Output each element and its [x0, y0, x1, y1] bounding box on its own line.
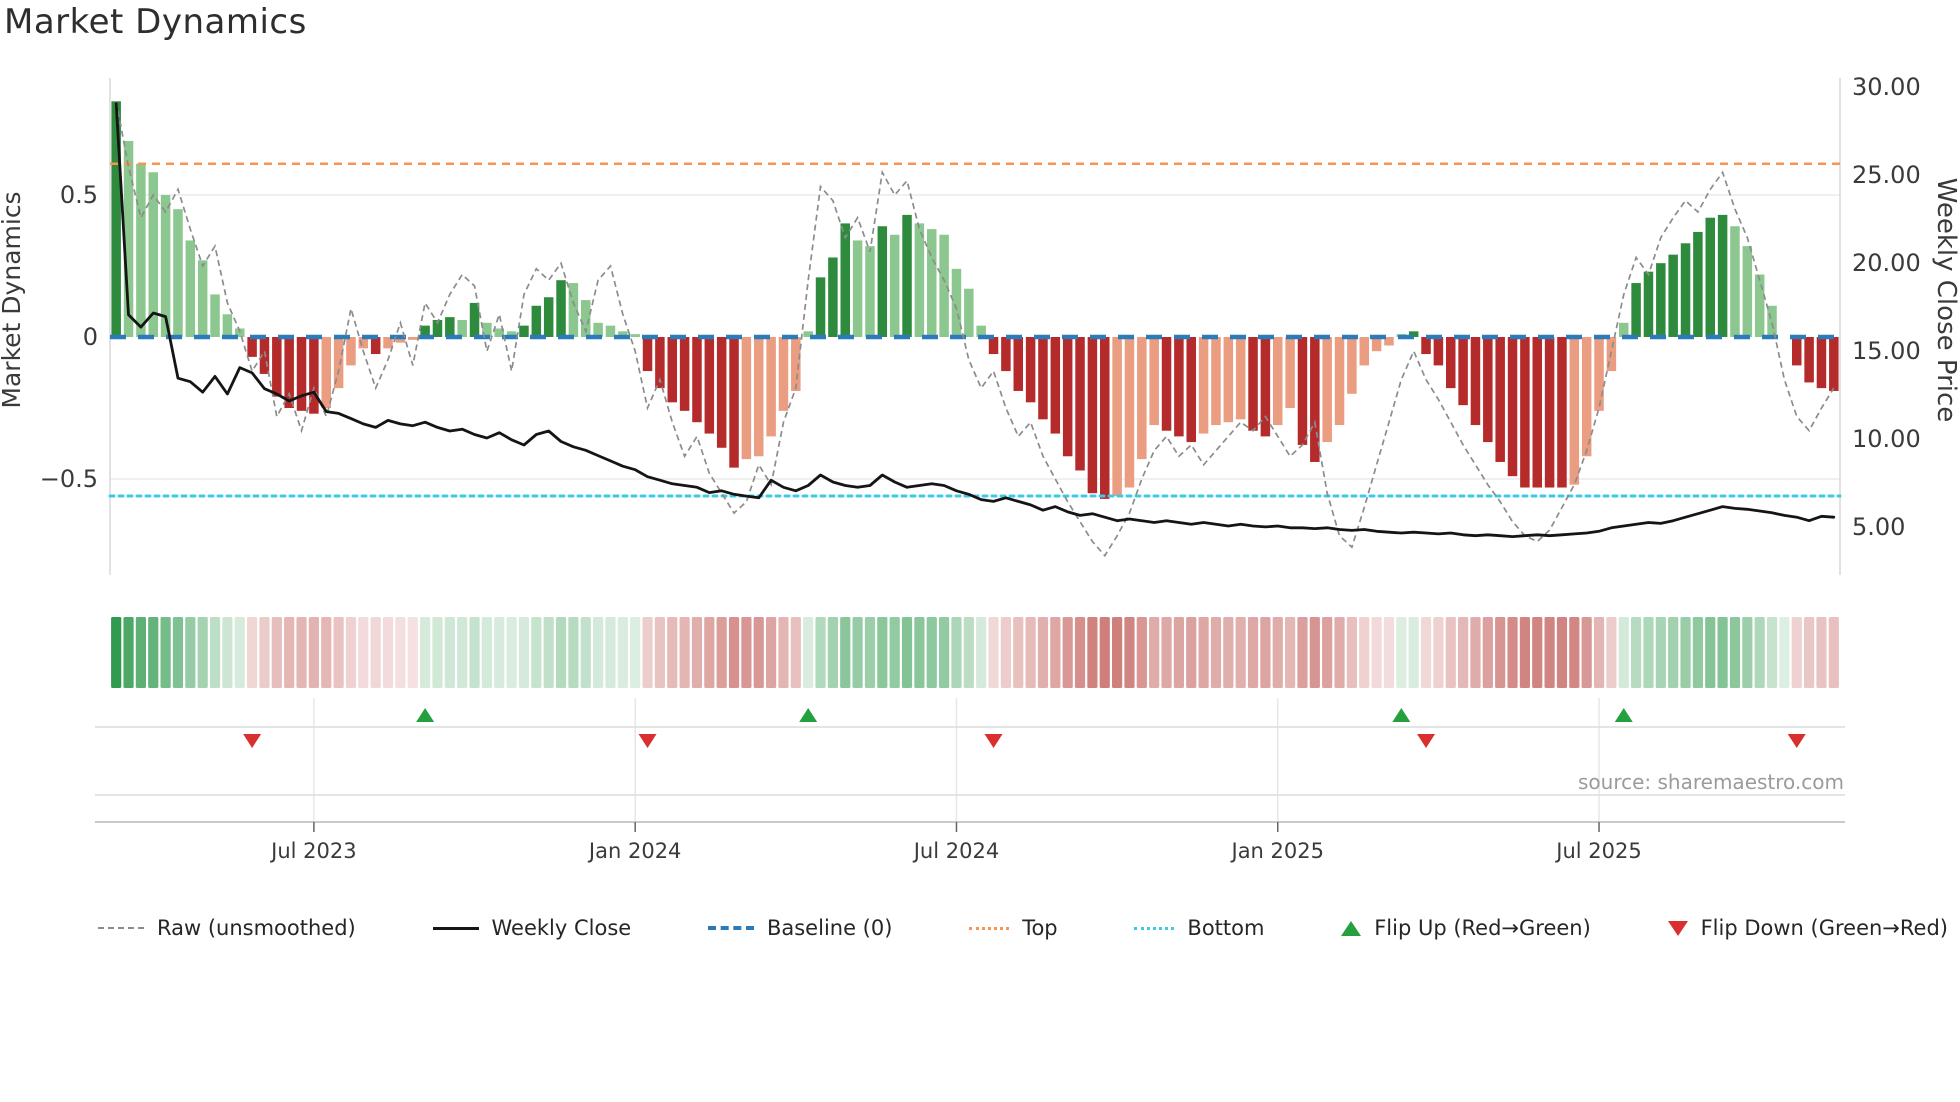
bottom-line-swatch-icon [1134, 926, 1175, 930]
legend-label-baseline: Baseline (0) [766, 916, 893, 940]
flip-down-marker [243, 734, 262, 748]
svg-text:0.5: 0.5 [60, 181, 98, 209]
legend-label-flip-down: Flip Down (Green→Red) [1700, 916, 1948, 940]
svg-text:30.00: 30.00 [1852, 73, 1921, 101]
flip-up-marker [1392, 708, 1411, 722]
flip-up-triangle-icon [1341, 920, 1362, 936]
svg-text:Jul 2025: Jul 2025 [1554, 839, 1641, 863]
page-title: Market Dynamics [4, 2, 307, 42]
top-line-swatch-icon [969, 926, 1010, 930]
svg-text:Jul 2024: Jul 2024 [912, 839, 999, 863]
svg-text:5.00: 5.00 [1852, 513, 1905, 541]
svg-text:−0.5: −0.5 [40, 465, 98, 493]
legend-item-flip-down: Flip Down (Green→Red) [1667, 916, 1948, 940]
svg-text:Jul 2023: Jul 2023 [269, 839, 356, 863]
legend-label-top: Top [1022, 916, 1058, 940]
legend-item-raw: Raw (unsmoothed) [98, 916, 356, 940]
legend-item-weekly-close: Weekly Close [432, 916, 632, 940]
flip-down-marker [1417, 734, 1436, 748]
svg-text:0: 0 [83, 323, 98, 351]
flip-up-marker [416, 708, 435, 722]
svg-text:Weekly Close Price: Weekly Close Price [1931, 178, 1960, 423]
svg-text:25.00: 25.00 [1852, 161, 1921, 189]
legend-item-baseline: Baseline (0) [707, 916, 893, 940]
legend-label-raw: Raw (unsmoothed) [157, 916, 356, 940]
legend-item-top: Top [969, 916, 1058, 940]
legend-item-bottom: Bottom [1134, 916, 1264, 940]
market-dynamics-chart: Jul 2023 Jan 2024 Jul 2024 Jan 2025 Jul 2025… [0, 73, 1960, 863]
svg-text:10.00: 10.00 [1852, 425, 1921, 453]
flip-down-marker [638, 734, 657, 748]
svg-text:Jan 2025: Jan 2025 [1230, 839, 1325, 863]
flip-up-marker [799, 708, 818, 722]
svg-text:15.00: 15.00 [1852, 337, 1921, 365]
legend-label-bottom: Bottom [1187, 916, 1265, 940]
flip-down-triangle-icon [1667, 920, 1688, 936]
svg-text:20.00: 20.00 [1852, 249, 1921, 277]
svg-text:Market Dynamics: Market Dynamics [0, 191, 26, 408]
source-credit: source: sharemaestro.com [1578, 770, 1844, 794]
raw-line-swatch-icon [98, 927, 144, 929]
close-line-swatch-icon [432, 926, 479, 930]
chart-legend: Raw (unsmoothed) Weekly Close Baseline (… [98, 916, 1948, 940]
flip-up-marker [1614, 708, 1633, 722]
legend-label-weekly-close: Weekly Close [491, 916, 632, 940]
baseline-swatch-icon [707, 926, 754, 930]
flip-down-marker [1787, 734, 1806, 748]
flip-down-marker [984, 734, 1003, 748]
legend-item-flip-up: Flip Up (Red→Green) [1341, 916, 1591, 940]
legend-label-flip-up: Flip Up (Red→Green) [1374, 916, 1591, 940]
svg-text:Jan 2024: Jan 2024 [587, 839, 682, 863]
